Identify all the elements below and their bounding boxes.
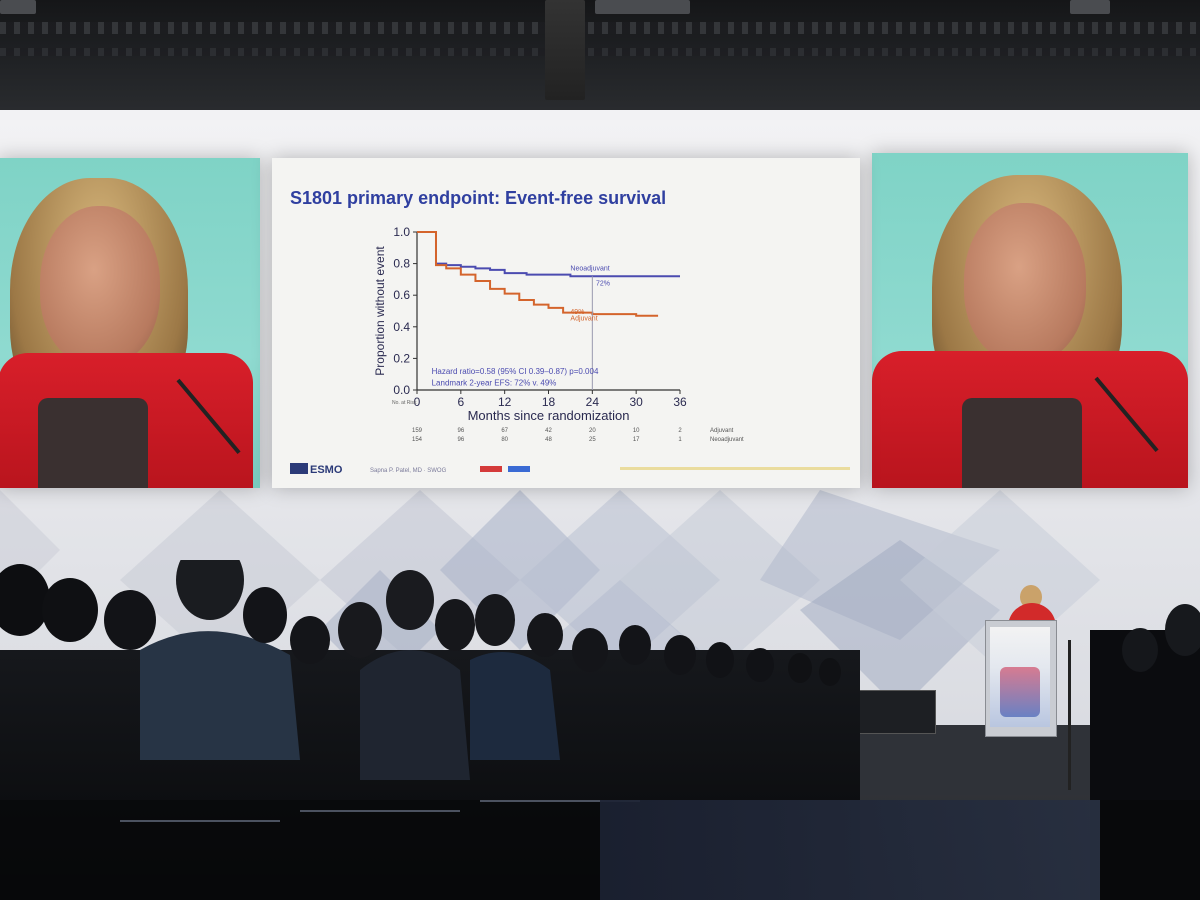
backdrop-pattern: [0, 490, 1100, 720]
hazard-ratio-text: Hazard ratio=0.58 (95% CI 0.39–0.87) p=0…: [432, 367, 599, 376]
ceiling: [0, 0, 1200, 120]
aisle-carpet: [600, 800, 1100, 900]
right-camera-screen: [872, 153, 1188, 488]
risk-table-cell: 80: [501, 437, 508, 443]
risk-table-cell: 67: [501, 428, 508, 434]
risk-table-cell: 1: [678, 437, 682, 443]
adjuvant-pct: 49%: [570, 309, 584, 316]
footer-text: Sapna P. Patel, MD · SWOG: [370, 468, 447, 474]
risk-table-cell: 154: [412, 437, 423, 443]
landmark-text: Landmark 2-year EFS: 72% v. 49%: [432, 378, 557, 387]
x-tick-label: 6: [457, 395, 464, 409]
lighting-truss: [0, 48, 1200, 56]
risk-table-cell: 25: [589, 437, 596, 443]
y-tick-label: 0.4: [393, 320, 410, 334]
stage-platform: [845, 725, 1100, 795]
risk-table-cell: 48: [545, 437, 552, 443]
risk-table-cell: 42: [545, 428, 552, 434]
stage-light: [1070, 0, 1110, 14]
stage-light: [0, 0, 36, 14]
risk-table-cell: 17: [633, 437, 640, 443]
footer-logos: ESMO Sapna P. Patel, MD · SWOG: [290, 463, 850, 476]
chair-row: [480, 800, 640, 802]
presenter-top: [962, 398, 1082, 488]
mic-stand: [1068, 640, 1071, 790]
x-tick-label: 18: [542, 395, 556, 409]
esmo-logo-text: ESMO: [310, 464, 343, 476]
y-tick-label: 0.6: [393, 288, 410, 302]
risk-table-cell: 96: [457, 428, 464, 434]
risk-table-cell: 2: [678, 428, 682, 434]
y-tick-label: 0.8: [393, 257, 410, 271]
x-tick-label: 0: [414, 395, 421, 409]
y-tick-label: 0.2: [393, 351, 410, 365]
lighting-truss: [0, 22, 1200, 34]
neoadjuvant-label: Neoadjuvant: [570, 266, 609, 273]
x-tick-label: 12: [498, 395, 512, 409]
y-axis-label: Proportion without event: [373, 246, 387, 376]
podium-screen: [990, 627, 1050, 727]
slide-footer: ESMO Sapna P. Patel, MD · SWOG: [290, 462, 850, 476]
podium: [985, 620, 1057, 737]
presenter-face: [40, 206, 160, 366]
stage-light: [595, 0, 690, 14]
risk-table-cell: 96: [457, 437, 464, 443]
km-curve-neoadjuvant: [417, 231, 680, 278]
adjuvant-label: Adjuvant: [570, 315, 597, 322]
presentation-slide: S1801 primary endpoint: Event-free survi…: [272, 158, 860, 488]
chair-row: [120, 820, 280, 822]
neoadjuvant-pct: 72%: [596, 281, 610, 288]
chair-row: [300, 810, 460, 812]
risk-table-cell: 159: [412, 428, 423, 434]
x-tick-label: 24: [586, 395, 600, 409]
presenter-top: [38, 398, 148, 488]
y-tick-label: 1.0: [393, 225, 410, 239]
presenter-face: [964, 203, 1086, 363]
slide-title: S1801 primary endpoint: Event-free survi…: [290, 188, 667, 208]
risk-table-header: No. at Risk: [392, 400, 417, 406]
risk-table-cell: 20: [589, 428, 596, 434]
y-tick-label: 0.0: [393, 383, 410, 397]
risk-table-cell: 10: [633, 428, 640, 434]
left-camera-screen: [0, 158, 260, 488]
risk-table-row-label: Neoadjuvant: [710, 437, 744, 443]
rigging: [545, 0, 585, 100]
x-tick-label: 30: [629, 395, 643, 409]
x-tick-label: 36: [673, 395, 687, 409]
x-axis-label: Months since randomization: [468, 408, 630, 423]
risk-table-row-label: Adjuvant: [710, 428, 734, 434]
